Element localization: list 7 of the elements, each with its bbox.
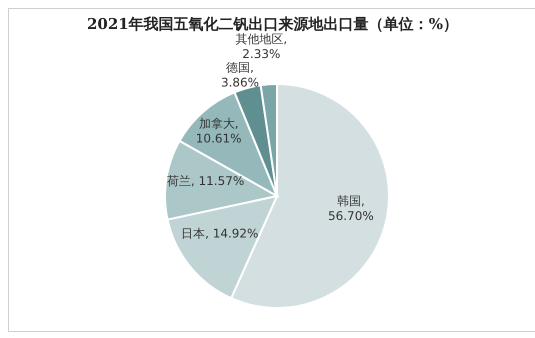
slice-label: 其他地区, 2.33% <box>235 32 288 61</box>
slice-label: 德国, 3.86% <box>220 60 260 90</box>
slice-label: 日本, 14.92% <box>181 226 258 240</box>
slice-label: 加拿大, 10.61% <box>196 116 242 146</box>
slice-label: 荷兰, 11.57% <box>166 174 244 188</box>
chart-title: 2021年我国五氧化二钒出口来源地出口量（单位：%） <box>86 15 459 33</box>
slice-label: 韩国, 56.70% <box>328 194 374 223</box>
